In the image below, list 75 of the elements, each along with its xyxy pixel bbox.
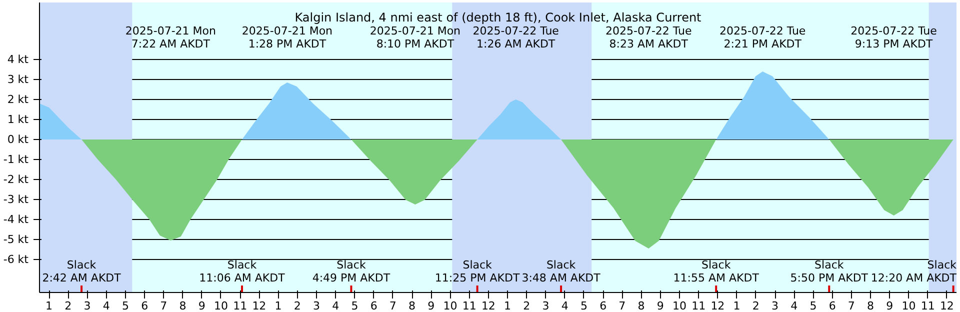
x-tick-label: 6 <box>141 300 148 312</box>
annotation: Slack 11:25 PM AKDT <box>434 258 520 284</box>
x-tick-label: 8 <box>179 300 186 312</box>
x-tick-label: 12 <box>940 300 954 312</box>
x-tick-label: 2 <box>64 300 72 312</box>
x-tick-label: 9 <box>656 300 664 312</box>
y-tick-label: -1 kt <box>3 153 30 166</box>
x-tick-label: 7 <box>848 300 855 312</box>
y-tick-label: -4 kt <box>3 213 30 226</box>
x-tick-label: 6 <box>600 300 607 312</box>
x-tick-label: 12 <box>252 300 266 312</box>
y-tick-label: 0 kt <box>7 133 30 146</box>
annotation: Slack 4:49 PM AKDT <box>312 258 390 284</box>
x-tick-label: 4 <box>102 300 110 312</box>
x-tick-label: 11 <box>233 300 248 312</box>
y-tick-label: -2 kt <box>3 173 30 186</box>
x-tick-label: 5 <box>580 300 588 312</box>
x-tick-label: 7 <box>618 300 626 312</box>
x-tick-label: 1 <box>733 300 740 312</box>
x-tick-label: 7 <box>160 300 168 312</box>
annotation: 2025-07-22 Tue 1:26 AM AKDT <box>472 24 560 50</box>
annotation: Slack 2:42 AM AKDT <box>42 258 122 284</box>
x-tick-label: 12 <box>710 300 725 312</box>
x-tick-label: 2 <box>294 300 301 312</box>
x-tick-label: 10 <box>902 300 916 312</box>
x-tick-label: 5 <box>122 300 129 312</box>
x-tick-label: 3 <box>84 300 91 312</box>
x-tick-label: 2 <box>752 300 760 312</box>
annotation: 2025-07-21 Mon 8:10 PM AKDT <box>370 24 461 50</box>
x-tick-label: 2 <box>523 300 530 312</box>
x-tick-label: 11 <box>692 300 706 312</box>
x-tick-label: 10 <box>214 300 228 312</box>
x-tick-label: 9 <box>886 300 894 312</box>
annotation: Slack 3:48 AM AKDT <box>522 258 601 284</box>
y-tick-label: -5 kt <box>3 233 30 246</box>
x-tick-label: 1 <box>504 300 512 312</box>
x-tick-label: 11 <box>462 300 476 312</box>
x-tick-label: 3 <box>772 300 779 312</box>
text: Kalgin Island, 4 nmi east of (depth 18 ft), Cook Inlet, Alaska Current <box>294 10 702 24</box>
annotation: Slack 12:20 AM AKDT <box>870 258 958 284</box>
annotation: Slack 11:55 AM AKDT <box>673 258 760 284</box>
y-tick-label: 1 kt <box>7 113 30 126</box>
annotation: Slack 5:50 PM AKDT <box>790 258 868 284</box>
x-tick-label: 11 <box>920 300 935 312</box>
x-tick-label: 6 <box>828 300 836 312</box>
y-tick-label: -6 kt <box>3 253 30 266</box>
x-tick-label: 4 <box>790 300 798 312</box>
x-tick-label: 3 <box>313 300 320 312</box>
x-tick-label: 5 <box>810 300 817 312</box>
x-tick-label: 4 <box>332 300 340 312</box>
x-tick-label: 6 <box>370 300 378 312</box>
annotation: 2025-07-22 Tue 9:13 PM AKDT <box>850 24 938 50</box>
x-tick-label: 12 <box>481 300 496 312</box>
y-tick-label: -3 kt <box>3 193 30 206</box>
x-tick-label: 8 <box>867 300 874 312</box>
x-tick-label: 10 <box>672 300 686 312</box>
x-tick-label: 1 <box>274 300 282 312</box>
x-tick-label: 7 <box>389 300 396 312</box>
x-tick-label: 1 <box>46 300 53 312</box>
x-tick-label: 9 <box>198 300 206 312</box>
y-tick-label: 3 kt <box>7 73 30 86</box>
x-tick-label: 8 <box>408 300 416 312</box>
annotation: 2025-07-22 Tue 8:23 AM AKDT <box>606 24 692 50</box>
x-tick-label: 4 <box>561 300 568 312</box>
x-tick-label: 5 <box>351 300 358 312</box>
annotation: 2025-07-21 Mon 1:28 PM AKDT <box>242 24 333 50</box>
y-tick-label: 4 kt <box>7 53 30 66</box>
x-tick-label: 8 <box>638 300 645 312</box>
x-tick-label: 10 <box>443 300 458 312</box>
x-tick-label: 9 <box>428 300 435 312</box>
annotation: 2025-07-21 Mon 7:22 AM AKDT <box>125 24 216 50</box>
annotation: Slack 11:06 AM AKDT <box>199 258 286 284</box>
y-tick-label: 2 kt <box>7 93 30 106</box>
annotation: 2025-07-22 Tue 2:21 PM AKDT <box>719 24 806 50</box>
x-tick-label: 3 <box>542 300 550 312</box>
